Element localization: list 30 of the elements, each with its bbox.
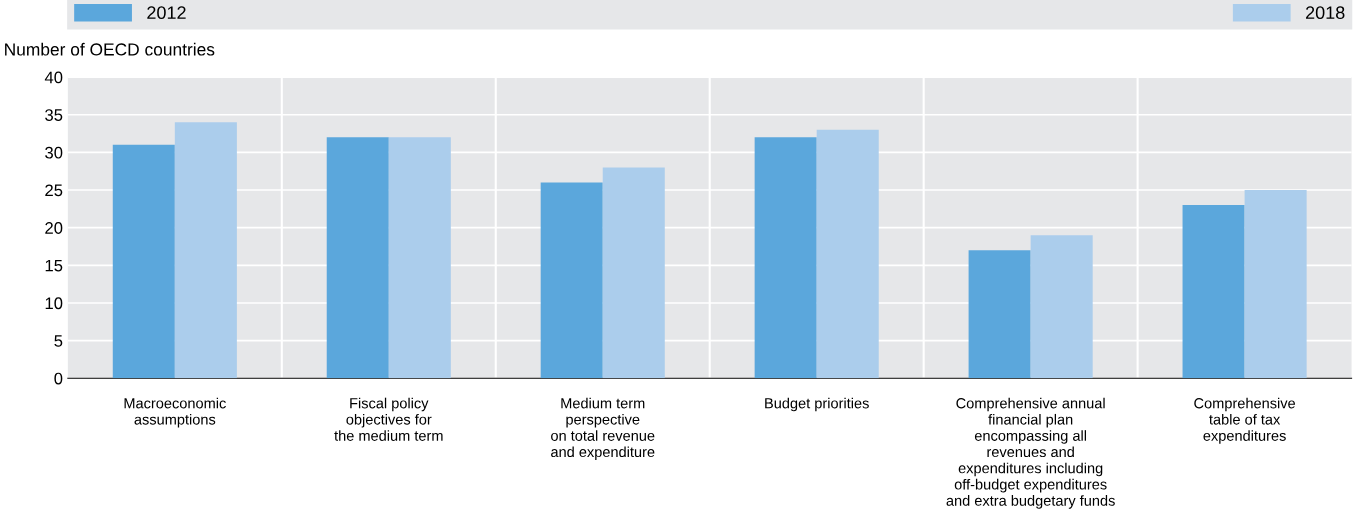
x-tick-label: Medium term perspective on total revenue and expenditure [551, 397, 655, 460]
bar [754, 137, 817, 379]
bar [1182, 205, 1245, 379]
bar [388, 137, 451, 379]
legend-label: 2018 [1306, 6, 1345, 20]
legend-label: 2012 [147, 6, 186, 20]
y-tick-label: 35 [45, 109, 63, 121]
y-tick-label: 15 [45, 259, 63, 272]
bar [326, 137, 389, 379]
y-tick-label: 40 [44, 71, 63, 84]
bar [816, 129, 879, 379]
y-tick-label: 10 [45, 297, 63, 310]
y-tick-label: 30 [45, 146, 63, 159]
x-tick-label: Fiscal policy objectives for the medium term [334, 397, 443, 441]
bar [112, 144, 175, 379]
x-tick-label: Budget priorities [765, 397, 869, 412]
y-tick-label: 5 [54, 335, 63, 347]
y-axis-title: Number of OECD countries [5, 42, 215, 56]
x-tick-label: Comprehensive annual financial plan encompassing all revenues and expenditures including off-budget expenditures and extra budgetary funds [946, 397, 1115, 509]
bar [540, 182, 603, 379]
y-tick-label: 0 [54, 372, 63, 385]
x-tick-label: Macroeconomic assumptions [124, 397, 226, 428]
bar [1244, 190, 1307, 379]
y-tick-label: 20 [45, 222, 63, 234]
bar [174, 122, 237, 379]
bar [968, 250, 1031, 379]
bar [602, 167, 665, 379]
bar [1030, 235, 1093, 379]
x-tick-label: Comprehensive table of tax expenditures [1194, 397, 1296, 444]
y-tick-label: 25 [45, 184, 63, 197]
